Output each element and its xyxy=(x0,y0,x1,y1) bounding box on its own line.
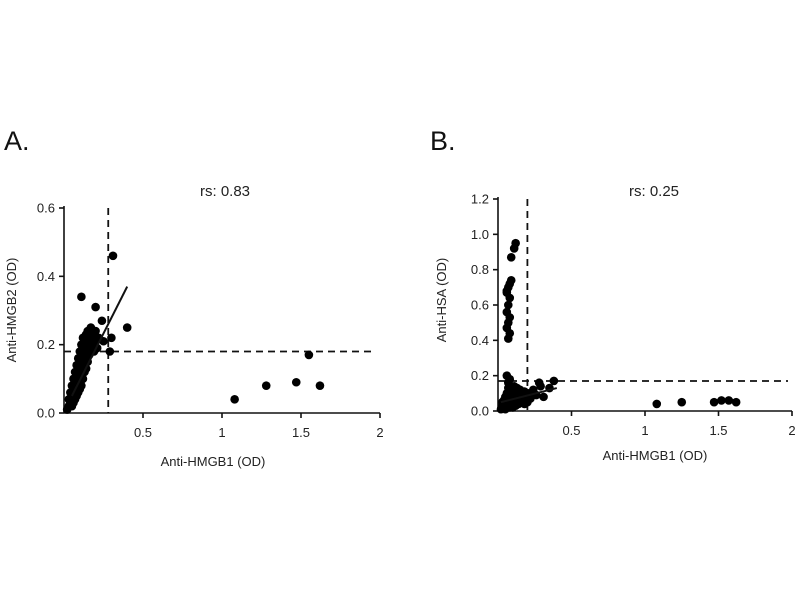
data-point xyxy=(97,316,107,326)
data-point xyxy=(502,286,512,296)
chart-panel-1: B. rs: 0.25 0.0 0.2 0.4 0.6 0.8 1.0 1.2 0.5 1 1.5 2 A… xyxy=(430,126,796,463)
data-point xyxy=(511,238,520,248)
y-tick-label: 0.6 xyxy=(37,201,55,216)
chart-panel-0: A. rs: 0.83 0.0 0.2 0.4 0.6 0.5 1 1.5 2 Anti-HMGB1… xyxy=(4,126,384,469)
correlation-annotation: rs: 0.83 xyxy=(200,183,250,200)
data-point xyxy=(77,292,86,302)
data-point xyxy=(502,307,512,317)
x-tick-label: 1.5 xyxy=(292,425,310,440)
x-tick-label: 2 xyxy=(376,425,383,440)
data-point xyxy=(539,392,548,402)
data-point xyxy=(731,397,741,407)
data-point xyxy=(122,323,132,332)
data-point xyxy=(91,326,100,336)
data-point xyxy=(534,378,544,388)
data-point xyxy=(107,333,116,343)
y-tick-label: 0.2 xyxy=(471,368,489,383)
regression-line xyxy=(500,387,558,404)
regression-line xyxy=(71,286,129,397)
data-point xyxy=(677,397,687,407)
data-point xyxy=(549,376,559,386)
x-tick-label: 2 xyxy=(788,423,795,438)
y-tick-label: 1.2 xyxy=(471,192,489,207)
x-tick-label: 1 xyxy=(218,425,225,440)
data-point xyxy=(91,302,100,312)
data-point xyxy=(261,381,271,390)
data-point xyxy=(503,300,513,310)
x-tick-label: 1.5 xyxy=(709,423,727,438)
data-point xyxy=(709,397,719,407)
y-axis-title: Anti-HMGB2 (OD) xyxy=(4,258,19,363)
y-tick-label: 0.6 xyxy=(471,298,489,313)
data-point xyxy=(304,350,314,360)
data-point xyxy=(315,381,325,390)
data-point xyxy=(652,399,662,409)
x-tick-label: 1 xyxy=(641,423,648,438)
data-point xyxy=(108,251,118,261)
data-point xyxy=(717,396,726,405)
x-axis-title: Anti-HMGB1 (OD) xyxy=(603,448,708,463)
data-point xyxy=(105,347,115,356)
y-axis-title: Anti-HSA (OD) xyxy=(434,258,449,343)
panel-label: A. xyxy=(4,126,30,156)
x-tick-label: 0.5 xyxy=(134,425,152,440)
data-point xyxy=(506,252,516,262)
data-point xyxy=(291,377,301,387)
y-tick-label: 0.4 xyxy=(37,269,55,284)
y-tick-label: 0.4 xyxy=(471,333,489,348)
correlation-annotation: rs: 0.25 xyxy=(629,183,679,200)
x-axis-title: Anti-HMGB1 (OD) xyxy=(161,454,266,469)
data-point xyxy=(505,374,515,384)
data-point xyxy=(724,396,734,405)
y-tick-label: 0.8 xyxy=(471,262,489,277)
y-tick-label: 0.2 xyxy=(37,337,55,352)
y-tick-label: 0.0 xyxy=(471,404,489,419)
data-point xyxy=(506,275,516,285)
panel-label: B. xyxy=(430,126,456,156)
x-tick-label: 0.5 xyxy=(562,423,580,438)
y-tick-label: 1.0 xyxy=(471,227,489,242)
data-point xyxy=(230,395,239,404)
y-tick-label: 0.0 xyxy=(37,406,55,421)
